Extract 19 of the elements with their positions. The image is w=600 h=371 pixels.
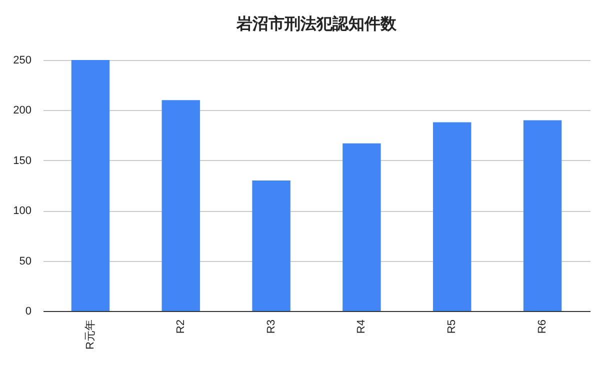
bar (71, 60, 110, 311)
bar (162, 100, 200, 311)
y-tick-label: 0 (25, 306, 32, 318)
x-tick-label: R3 (265, 320, 278, 334)
bar (433, 122, 472, 311)
bar (252, 180, 290, 311)
chart-title: 岩沼市刑法犯認知件数 (236, 14, 398, 33)
y-tick-label: 50 (19, 255, 32, 268)
y-tick-label: 150 (13, 154, 32, 167)
y-tick-label: 200 (13, 104, 32, 117)
bar (342, 143, 381, 311)
x-tick-label: R元年 (84, 320, 96, 350)
x-tick-label: R4 (356, 320, 368, 334)
bar (523, 120, 562, 311)
x-tick-label: R2 (174, 320, 187, 334)
x-tick-label: R6 (536, 320, 549, 334)
y-tick-label: 250 (13, 54, 32, 66)
x-tick-label: R5 (446, 320, 458, 334)
y-tick-label: 100 (13, 205, 32, 218)
